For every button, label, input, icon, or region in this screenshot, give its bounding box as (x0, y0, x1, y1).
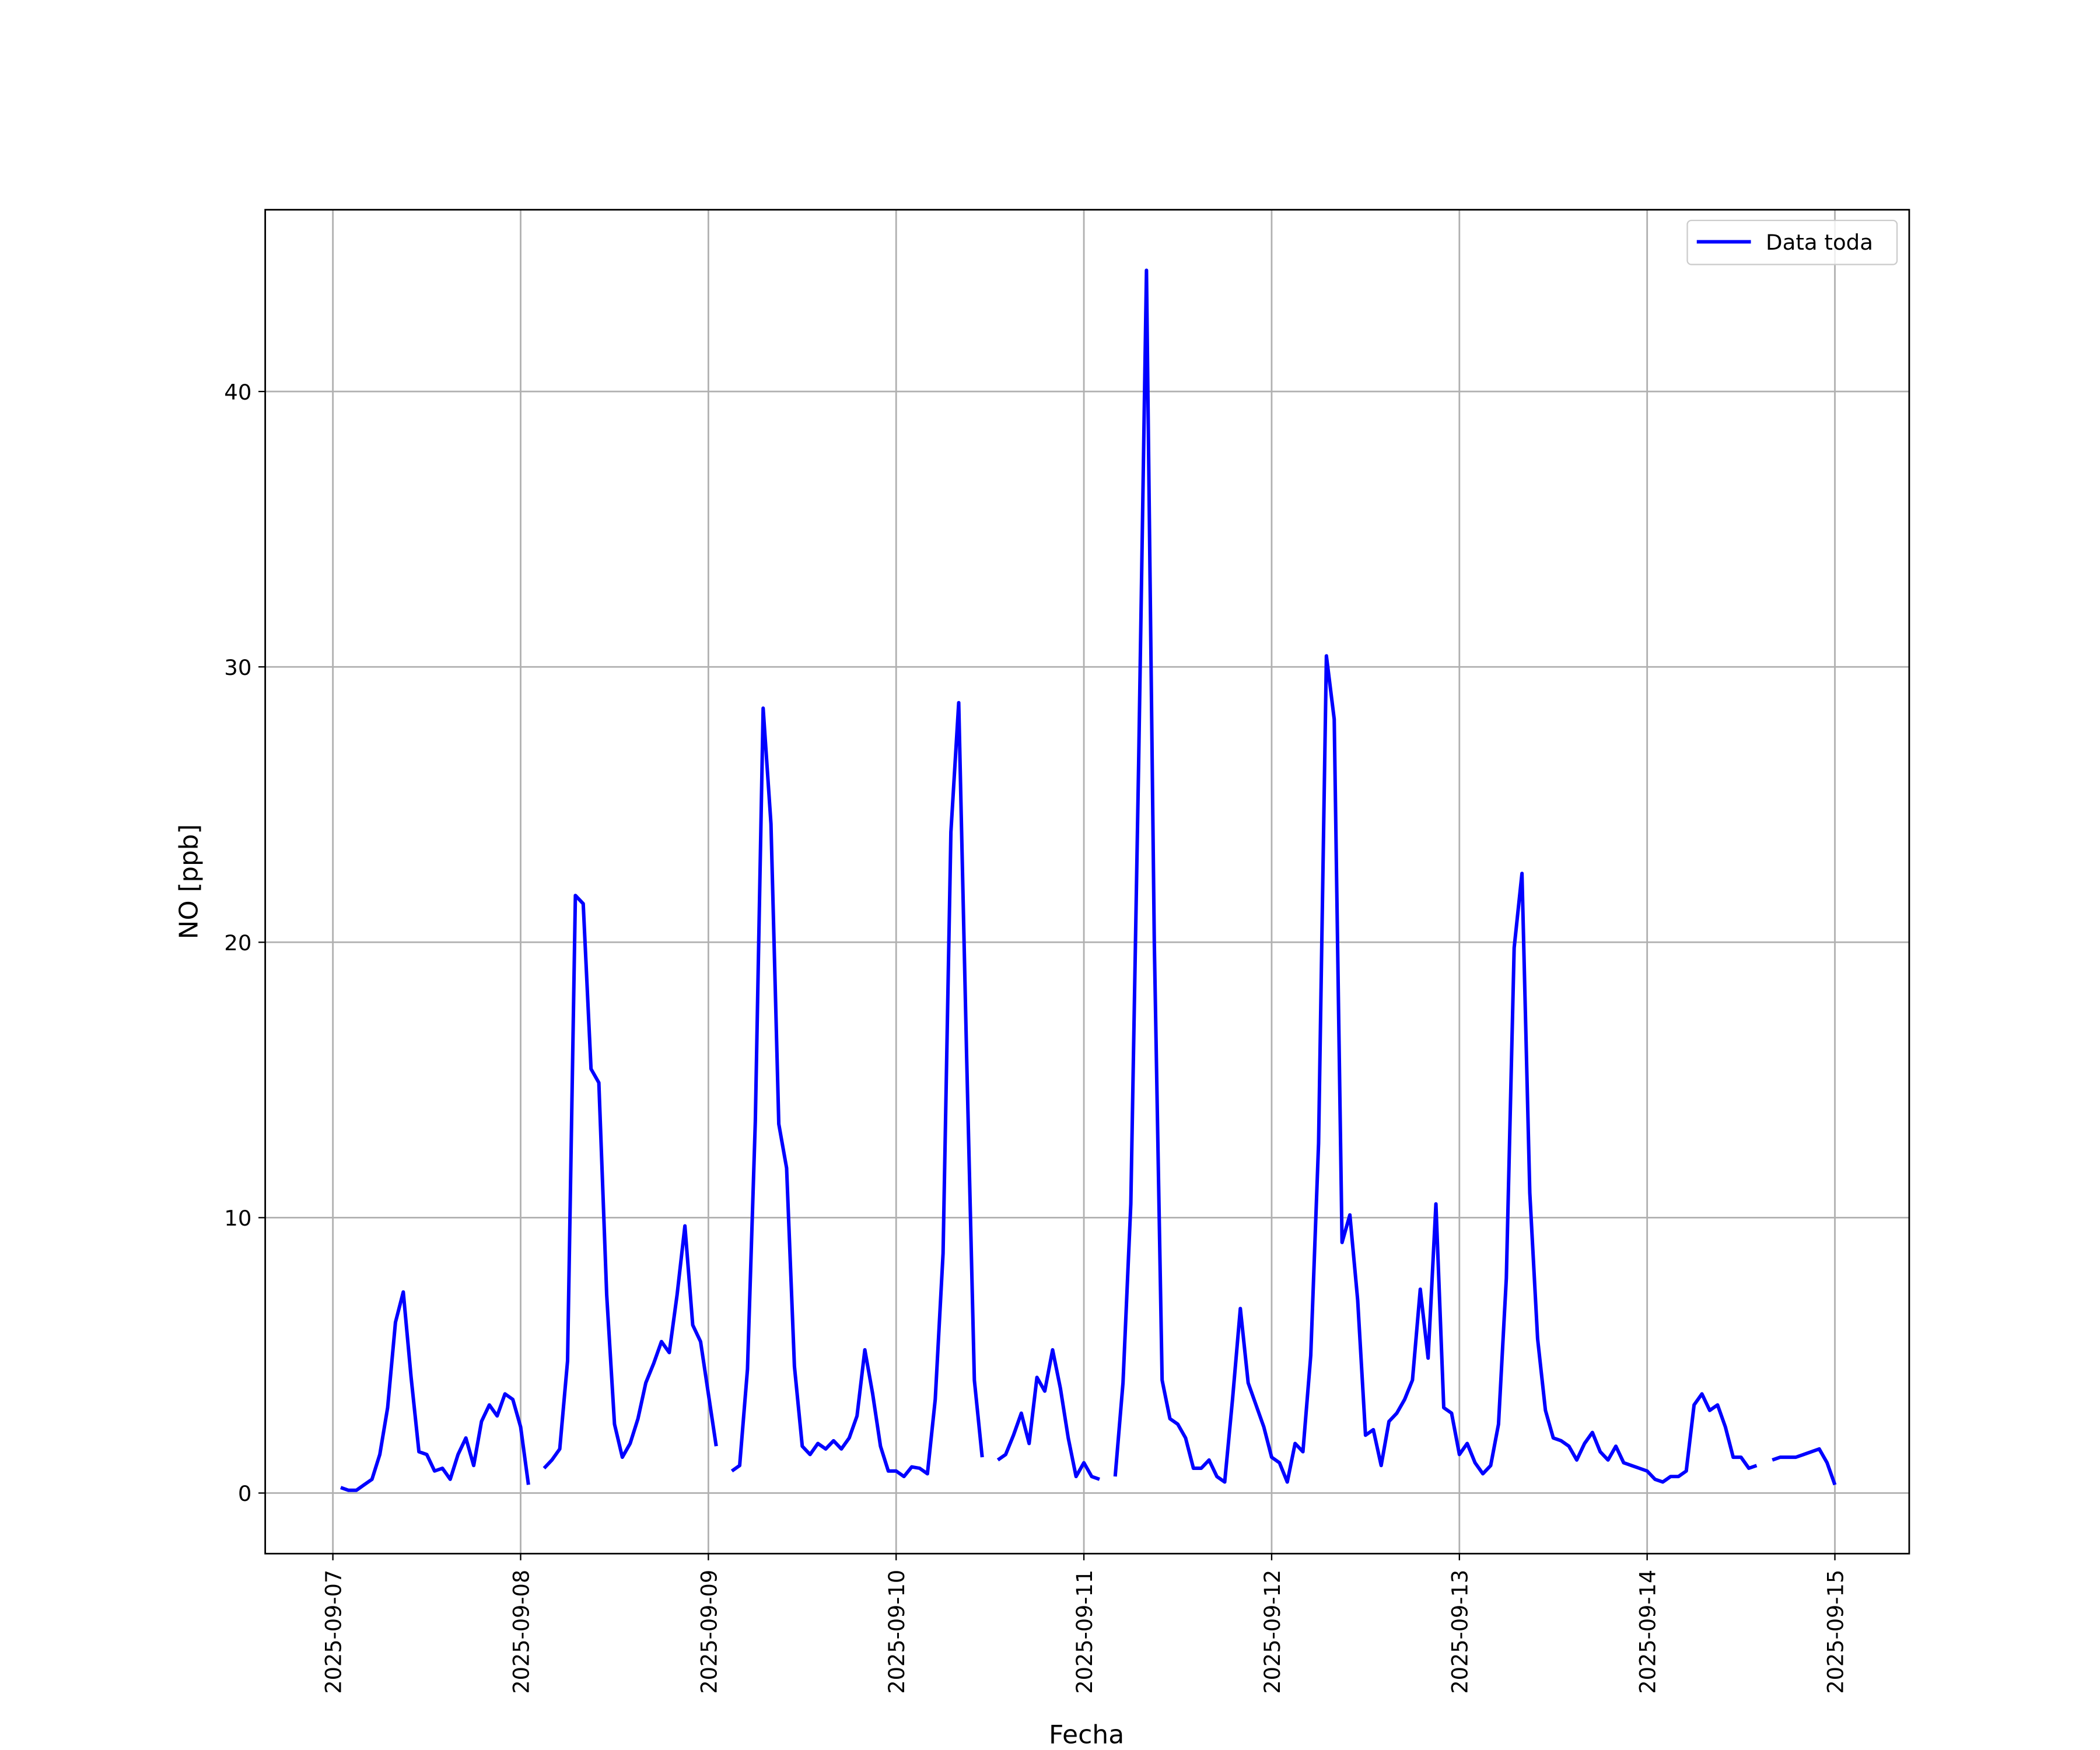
x-tick-label: 2025-09-11 (1072, 1570, 1097, 1694)
x-tick-label: 2025-09-12 (1260, 1570, 1285, 1694)
y-tick-label: 10 (224, 1206, 251, 1231)
y-tick-label: 0 (238, 1481, 252, 1506)
legend-box (1686, 219, 1898, 265)
x-tick-label: 2025-09-14 (1635, 1570, 1660, 1694)
y-axis-label: NO [ppb] (174, 824, 204, 939)
x-tick-label: 2025-09-10 (884, 1570, 909, 1694)
x-tick-label: 2025-09-08 (509, 1570, 534, 1694)
y-tick-label: 40 (224, 380, 251, 405)
x-tick-label: 2025-09-15 (1823, 1570, 1848, 1694)
y-tick-label: 30 (224, 655, 251, 680)
data-line (340, 268, 1837, 1492)
x-axis-label: Fecha (1049, 1720, 1124, 1750)
plot-frame (264, 209, 1910, 1555)
x-tick-label: 2025-09-07 (321, 1570, 346, 1694)
x-tick-label: 2025-09-13 (1448, 1570, 1473, 1694)
legend-label: Data toda (1766, 230, 1873, 255)
x-tick-label: 2025-09-09 (696, 1570, 722, 1694)
y-tick-label: 20 (224, 930, 251, 956)
